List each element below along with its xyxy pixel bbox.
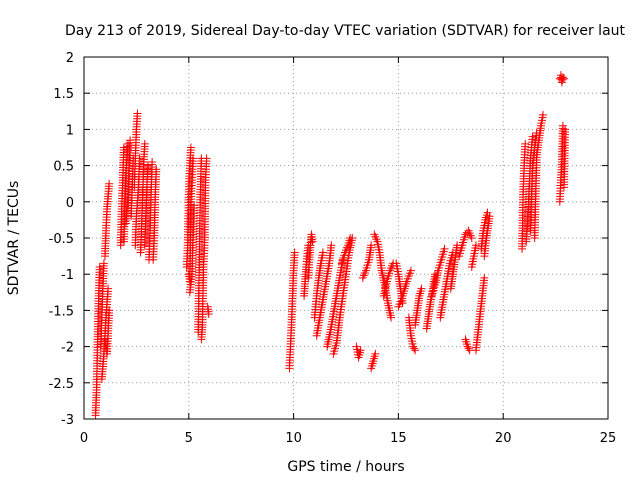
data-point bbox=[140, 139, 149, 148]
data-point bbox=[99, 259, 108, 268]
y-tick-label: 1.5 bbox=[53, 87, 74, 102]
data-point bbox=[124, 139, 133, 148]
y-tick-label: 2 bbox=[66, 51, 74, 66]
x-tick-label: 20 bbox=[495, 431, 512, 446]
y-tick-label: -2 bbox=[61, 341, 74, 356]
data-point bbox=[561, 125, 570, 134]
y-tick-label: -0.5 bbox=[49, 232, 74, 247]
chart-title: Day 213 of 2019, Sidereal Day-to-day VTE… bbox=[65, 23, 626, 39]
data-point bbox=[539, 110, 548, 119]
data-point bbox=[290, 248, 299, 257]
data-point bbox=[410, 344, 419, 353]
data-point bbox=[409, 342, 418, 351]
data-point bbox=[485, 212, 494, 221]
data-point bbox=[558, 121, 567, 130]
data-point bbox=[202, 154, 211, 163]
data-point bbox=[558, 73, 567, 82]
data-point bbox=[411, 346, 420, 355]
data-point bbox=[463, 342, 472, 351]
x-axis-label: GPS time / hours bbox=[287, 459, 404, 475]
data-point bbox=[440, 244, 449, 253]
y-axis-label: SDTVAR / TECUs bbox=[6, 181, 22, 296]
data-point bbox=[104, 284, 113, 293]
data-point bbox=[406, 266, 415, 275]
x-tick-label: 25 bbox=[600, 431, 617, 446]
y-tick-label: -3 bbox=[61, 413, 74, 428]
y-tick-label: -1 bbox=[61, 268, 74, 283]
data-point bbox=[367, 241, 376, 250]
data-point bbox=[148, 157, 157, 166]
y-tick-label: -2.5 bbox=[49, 377, 74, 392]
data-point bbox=[371, 349, 380, 358]
plot-frame bbox=[83, 56, 609, 420]
data-point bbox=[417, 284, 426, 293]
x-tick-labels: 0 5 10 15 20 25 bbox=[80, 431, 616, 446]
data-point bbox=[356, 346, 365, 355]
data-point bbox=[204, 310, 213, 319]
data-point bbox=[346, 234, 355, 242]
data-point bbox=[188, 154, 197, 163]
data-point bbox=[387, 313, 396, 322]
data-point bbox=[559, 74, 568, 83]
axis-ticks bbox=[83, 56, 609, 420]
x-tick-label: 5 bbox=[185, 431, 193, 446]
y-tick-label: -1.5 bbox=[49, 304, 74, 319]
x-tick-label: 0 bbox=[80, 431, 88, 446]
y-tick-label: 1 bbox=[66, 123, 74, 138]
data-point bbox=[467, 234, 476, 242]
data-point bbox=[318, 248, 327, 257]
y-tick-label: 0.5 bbox=[53, 160, 74, 175]
data-point bbox=[480, 273, 489, 282]
y-tick-label: 0 bbox=[66, 196, 74, 211]
data-point bbox=[521, 139, 530, 148]
data-point bbox=[152, 165, 161, 174]
y-tick-labels: -3 -2.5 -2 -1.5 -1 -0.5 0 0.5 1 1.5 2 bbox=[49, 51, 74, 428]
x-tick-label: 10 bbox=[285, 431, 302, 446]
data-point bbox=[95, 262, 104, 271]
data-point bbox=[133, 109, 142, 118]
data-point bbox=[143, 161, 152, 170]
grid-lines bbox=[84, 57, 608, 419]
data-point bbox=[186, 143, 195, 152]
x-tick-label: 15 bbox=[390, 431, 407, 446]
data-point bbox=[105, 179, 114, 188]
data-point bbox=[327, 241, 336, 250]
data-point bbox=[105, 306, 114, 315]
data-point bbox=[464, 344, 473, 353]
data-point bbox=[135, 154, 144, 163]
data-point bbox=[471, 241, 480, 250]
data-point bbox=[308, 237, 317, 246]
data-point bbox=[483, 208, 492, 217]
data-points bbox=[91, 71, 570, 420]
